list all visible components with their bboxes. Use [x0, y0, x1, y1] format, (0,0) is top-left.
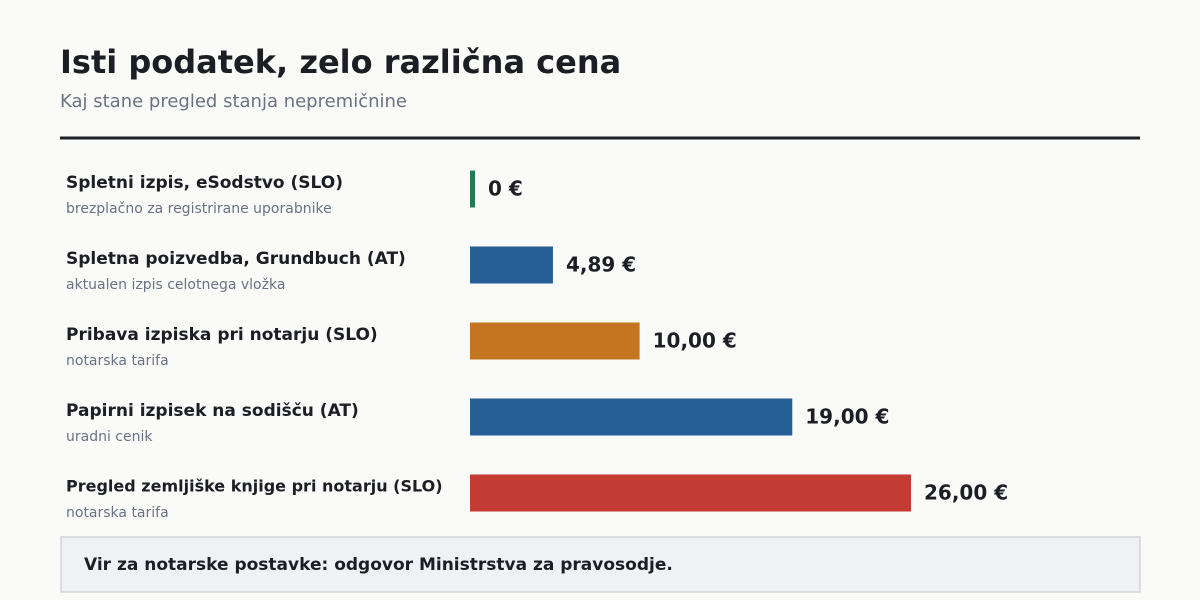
footnote-box	[60, 536, 1141, 593]
category-note: aktualen izpis celotnega vložka	[66, 277, 285, 293]
bar	[470, 246, 553, 284]
bar	[470, 170, 475, 208]
value-label: 19,00 €	[805, 405, 889, 429]
value-label: 26,00 €	[924, 481, 1008, 505]
bar	[470, 322, 640, 360]
value-label: 4,89 €	[566, 253, 636, 277]
chart-title: Isti podatek, zelo različna cena	[60, 43, 621, 81]
category-label: Pregled zemljiške knjige pri notarju (SL…	[66, 477, 443, 496]
bar	[470, 474, 911, 512]
category-label: Spletni izpis, eSodstvo (SLO)	[66, 173, 343, 193]
category-note: brezplačno za registrirane uporabnike	[66, 201, 332, 217]
category-note: notarska tarifa	[66, 505, 169, 521]
bar	[470, 398, 793, 436]
category-label: Pribava izpiska pri notarju (SLO)	[66, 325, 378, 345]
category-note: uradni cenik	[66, 429, 153, 445]
footnote: Vir za notarske postavke: odgovor Minist…	[84, 555, 673, 575]
category-label: Papirni izpisek na sodišču (AT)	[66, 401, 359, 421]
value-label: 10,00 €	[653, 329, 737, 353]
value-label: 0 €	[488, 177, 523, 201]
category-note: notarska tarifa	[66, 353, 169, 369]
chart-subtitle: Kaj stane pregled stanja nepremičnine	[60, 91, 407, 112]
category-label: Spletna poizvedba, Grundbuch (AT)	[66, 249, 406, 269]
